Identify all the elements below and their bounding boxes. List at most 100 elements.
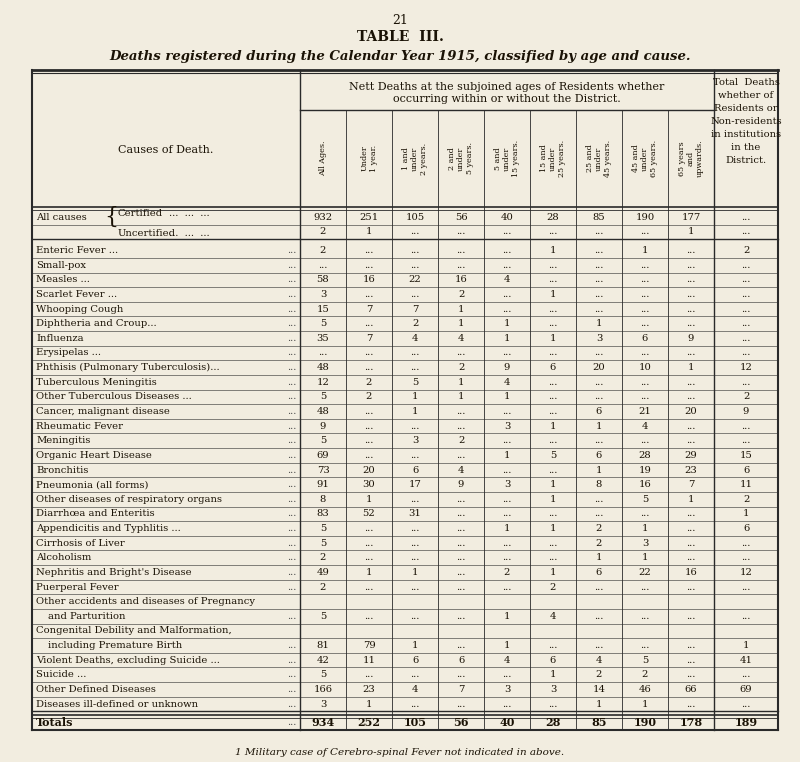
Text: 1: 1 [504, 612, 510, 621]
Text: 1: 1 [688, 495, 694, 504]
Text: ...: ... [594, 261, 604, 270]
Text: ...: ... [364, 348, 374, 357]
Text: 85: 85 [593, 213, 606, 222]
Text: ...: ... [686, 305, 696, 314]
Text: 5: 5 [320, 539, 326, 548]
Text: 2 and
under
5 years.: 2 and under 5 years. [448, 142, 474, 174]
Text: 58: 58 [317, 275, 330, 284]
Text: ...: ... [594, 392, 604, 402]
Text: 8: 8 [320, 495, 326, 504]
Text: 2: 2 [550, 582, 556, 591]
Text: 6: 6 [412, 466, 418, 475]
Text: ...: ... [456, 227, 466, 236]
Text: ...: ... [502, 495, 512, 504]
Text: ...: ... [456, 348, 466, 357]
Text: ...: ... [548, 700, 558, 709]
Text: 2: 2 [320, 582, 326, 591]
Text: ...: ... [286, 553, 296, 562]
Text: ...: ... [502, 227, 512, 236]
Text: Certified: Certified [118, 209, 163, 218]
Text: 252: 252 [358, 717, 381, 728]
Text: ...: ... [456, 568, 466, 577]
Text: ...: ... [502, 305, 512, 314]
Text: 3: 3 [412, 436, 418, 445]
Text: ...: ... [410, 421, 420, 431]
Text: ...: ... [286, 421, 296, 431]
Text: ...: ... [286, 466, 296, 475]
Text: 2: 2 [743, 495, 749, 504]
Text: ...: ... [640, 378, 650, 387]
Text: 1: 1 [412, 641, 418, 650]
Text: ...: ... [686, 319, 696, 328]
Text: 1 and
under
2 years.: 1 and under 2 years. [402, 142, 428, 174]
Text: ...: ... [640, 290, 650, 299]
Text: 69: 69 [317, 451, 330, 460]
Text: ...: ... [364, 612, 374, 621]
Text: ...: ... [742, 227, 750, 236]
Text: Scarlet Fever ...: Scarlet Fever ... [36, 290, 117, 299]
Text: whether of: whether of [718, 91, 774, 100]
Text: 16: 16 [638, 480, 651, 489]
Text: 52: 52 [362, 509, 375, 518]
Text: Other Tuberculous Diseases ...: Other Tuberculous Diseases ... [36, 392, 192, 402]
Text: 5 and
under
15 years.: 5 and under 15 years. [494, 140, 520, 177]
Text: ...: ... [456, 612, 466, 621]
Text: 5: 5 [550, 451, 556, 460]
Text: ...: ... [548, 275, 558, 284]
Text: ...: ... [456, 421, 466, 431]
Text: 1: 1 [458, 392, 464, 402]
Text: ...: ... [742, 348, 750, 357]
Text: 23: 23 [685, 466, 698, 475]
Text: ...: ... [640, 612, 650, 621]
Text: 1: 1 [504, 641, 510, 650]
Text: ...: ... [364, 524, 374, 533]
Text: Diphtheria and Croup...: Diphtheria and Croup... [36, 319, 157, 328]
Text: All Ages.: All Ages. [319, 141, 327, 176]
Text: 934: 934 [311, 717, 334, 728]
Text: 1: 1 [504, 319, 510, 328]
Text: ...: ... [286, 363, 296, 372]
Text: 1: 1 [596, 319, 602, 328]
Text: ...: ... [594, 641, 604, 650]
Text: Uncertified: Uncertified [118, 229, 176, 239]
Text: 1: 1 [688, 363, 694, 372]
Text: ...: ... [364, 451, 374, 460]
Text: 56: 56 [454, 213, 467, 222]
Text: ...: ... [686, 378, 696, 387]
Text: 1: 1 [412, 407, 418, 416]
Text: Other diseases of respiratory organs: Other diseases of respiratory organs [36, 495, 222, 504]
Text: ...: ... [594, 582, 604, 591]
Text: Whooping Cough: Whooping Cough [36, 305, 123, 314]
Text: ...: ... [686, 275, 696, 284]
Text: ...: ... [502, 509, 512, 518]
Text: 73: 73 [317, 466, 330, 475]
Text: 3: 3 [596, 334, 602, 343]
Text: ...: ... [742, 334, 750, 343]
Text: 6: 6 [743, 524, 749, 533]
Text: Nephritis and Bright's Disease: Nephritis and Bright's Disease [36, 568, 192, 577]
Text: ...: ... [286, 480, 296, 489]
Text: 7: 7 [688, 480, 694, 489]
Text: ...: ... [686, 671, 696, 679]
Text: 1: 1 [742, 641, 750, 650]
Text: ...: ... [456, 246, 466, 255]
Text: 6: 6 [743, 466, 749, 475]
Text: 5: 5 [642, 495, 648, 504]
Text: Total  Deaths: Total Deaths [713, 78, 779, 87]
Text: ...: ... [686, 655, 696, 664]
Text: ...: ... [548, 378, 558, 387]
Text: ...: ... [364, 261, 374, 270]
Text: ...: ... [742, 421, 750, 431]
Text: 1: 1 [458, 319, 464, 328]
Text: 3: 3 [504, 685, 510, 694]
Text: 42: 42 [317, 655, 330, 664]
Text: ...: ... [686, 539, 696, 548]
Text: 7: 7 [366, 334, 372, 343]
Text: 1: 1 [550, 290, 556, 299]
Text: 1: 1 [642, 524, 648, 533]
Text: 4: 4 [504, 655, 510, 664]
Text: ...: ... [364, 246, 374, 255]
Text: ...: ... [686, 700, 696, 709]
Text: ...: ... [286, 334, 296, 343]
Text: ...: ... [364, 363, 374, 372]
